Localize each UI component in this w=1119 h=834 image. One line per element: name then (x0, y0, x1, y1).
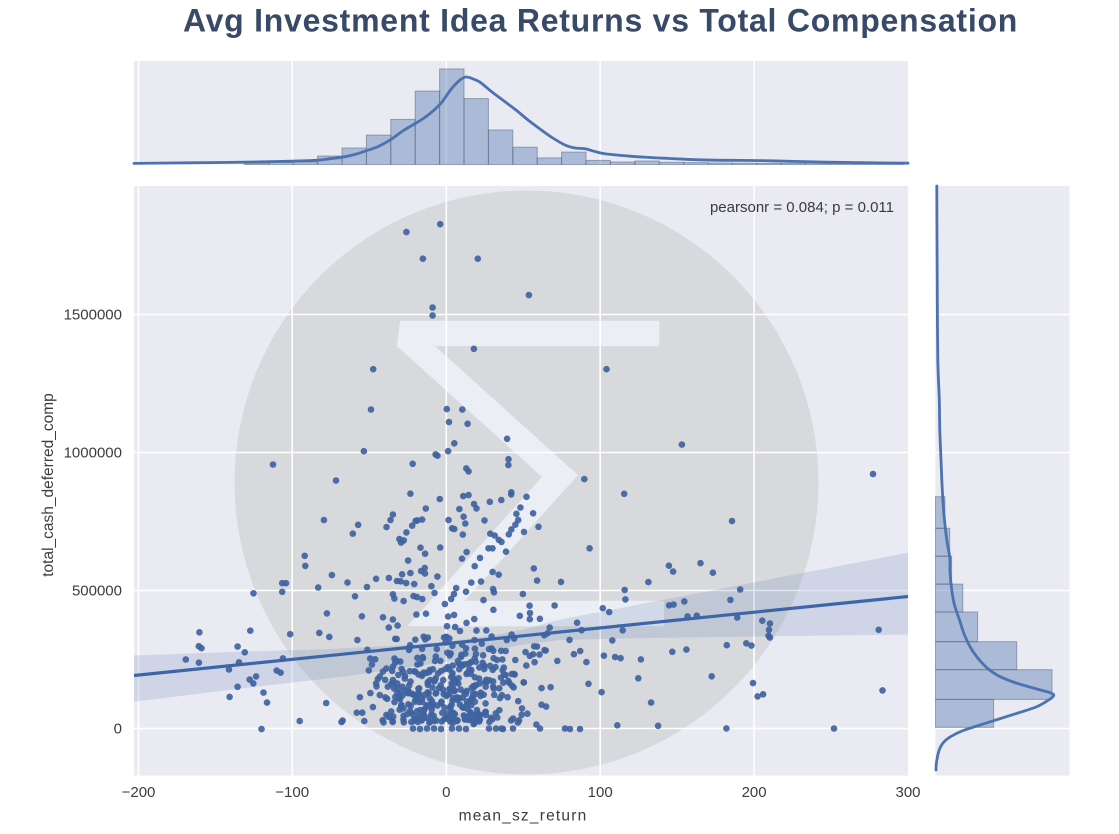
svg-text:100: 100 (588, 784, 613, 801)
svg-text:1500000: 1500000 (64, 307, 122, 324)
svg-text:mean_sz_return: mean_sz_return (459, 808, 588, 825)
svg-text:0: 0 (114, 721, 122, 738)
svg-text:200: 200 (742, 784, 767, 801)
svg-text:pearsonr = 0.084; p = 0.011: pearsonr = 0.084; p = 0.011 (710, 199, 894, 216)
svg-text:Avg Investment Idea Returns vs: Avg Investment Idea Returns vs Total Com… (183, 3, 1018, 39)
svg-text:300: 300 (895, 784, 920, 801)
svg-text:−100: −100 (275, 784, 309, 801)
svg-text:500000: 500000 (72, 583, 122, 600)
svg-text:−200: −200 (122, 784, 156, 801)
svg-text:1000000: 1000000 (64, 445, 122, 462)
svg-text:0: 0 (442, 784, 450, 801)
svg-text:total_cash_deferred_comp: total_cash_deferred_comp (40, 393, 57, 577)
